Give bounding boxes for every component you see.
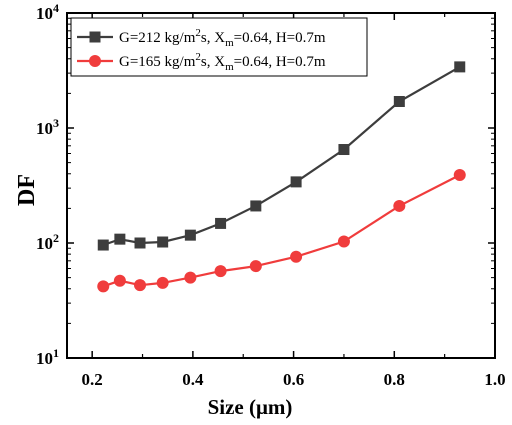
x-tick-label: 0.6: [283, 370, 304, 389]
y-tick-base: 10: [36, 234, 53, 253]
data-point: [134, 237, 146, 249]
legend-superscript: 2: [195, 51, 201, 63]
data-point: [97, 239, 109, 251]
x-axis-title: Size (μm): [208, 395, 293, 419]
series-1: [97, 61, 466, 251]
data-point: [113, 274, 126, 287]
plot-frame: [66, 12, 496, 359]
data-point: [184, 271, 197, 284]
data-point: [215, 217, 227, 229]
data-point: [214, 265, 227, 278]
data-point: [114, 233, 126, 245]
legend-entry-1: G=212 kg/m2s, Xm=0.64, H=0.7m: [77, 27, 326, 49]
legend-entry-2: G=165 kg/m2s, Xm=0.64, H=0.7m: [77, 51, 326, 73]
data-point: [338, 144, 350, 156]
y-tick-label: 101: [36, 346, 59, 368]
legend-subscript: m: [225, 37, 234, 49]
data-point: [249, 260, 262, 273]
legend-marker: [89, 31, 101, 43]
legend-text-part: =0.64, H=0.7m: [234, 30, 326, 46]
y-tick-label: 102: [36, 231, 59, 253]
legend-text-part: =0.64, H=0.7m: [234, 54, 326, 70]
data-point: [157, 236, 169, 248]
x-tick-label: 1.0: [484, 370, 505, 389]
data-point: [393, 199, 406, 212]
series-2: [97, 169, 466, 293]
legend-text-part: s, X: [201, 54, 225, 70]
data-point: [250, 200, 262, 212]
data-point: [454, 61, 466, 73]
y-tick-base: 10: [36, 4, 53, 23]
y-tick-exponent: 4: [53, 1, 59, 15]
legend-label: G=212 kg/m2s, Xm=0.64, H=0.7m: [119, 27, 326, 49]
data-point: [134, 279, 147, 292]
legend-text-part: s, X: [201, 30, 225, 46]
y-tick-exponent: 2: [53, 231, 59, 245]
data-point: [290, 250, 303, 263]
legend-subscript: m: [225, 61, 234, 73]
x-tick-label: 0.8: [384, 370, 405, 389]
series-layer: [97, 61, 466, 293]
legend-text-part: G=212 kg/m: [119, 30, 196, 46]
y-tick-label: 103: [36, 116, 59, 138]
data-point: [453, 169, 466, 182]
data-point: [97, 280, 110, 293]
legend-box: [70, 17, 368, 77]
data-point: [393, 95, 405, 107]
legend-text-part: G=165 kg/m: [119, 54, 196, 70]
y-tick-base: 10: [36, 349, 53, 368]
legend-superscript: 2: [195, 27, 201, 39]
y-tick-base: 10: [36, 119, 53, 138]
data-point: [184, 229, 196, 241]
legend-marker: [89, 55, 101, 67]
data-point: [156, 276, 169, 289]
legend-label: G=165 kg/m2s, Xm=0.64, H=0.7m: [119, 51, 326, 73]
y-tick-label: 104: [36, 1, 59, 23]
y-axis-title: DF: [14, 174, 40, 206]
x-tick-label: 0.2: [82, 370, 103, 389]
data-point: [290, 176, 302, 188]
y-tick-exponent: 3: [53, 116, 59, 130]
y-tick-exponent: 1: [53, 346, 59, 360]
data-point: [337, 235, 350, 248]
legend: G=212 kg/m2s, Xm=0.64, H=0.7mG=165 kg/m2…: [70, 17, 368, 77]
x-tick-label: 0.4: [182, 370, 204, 389]
